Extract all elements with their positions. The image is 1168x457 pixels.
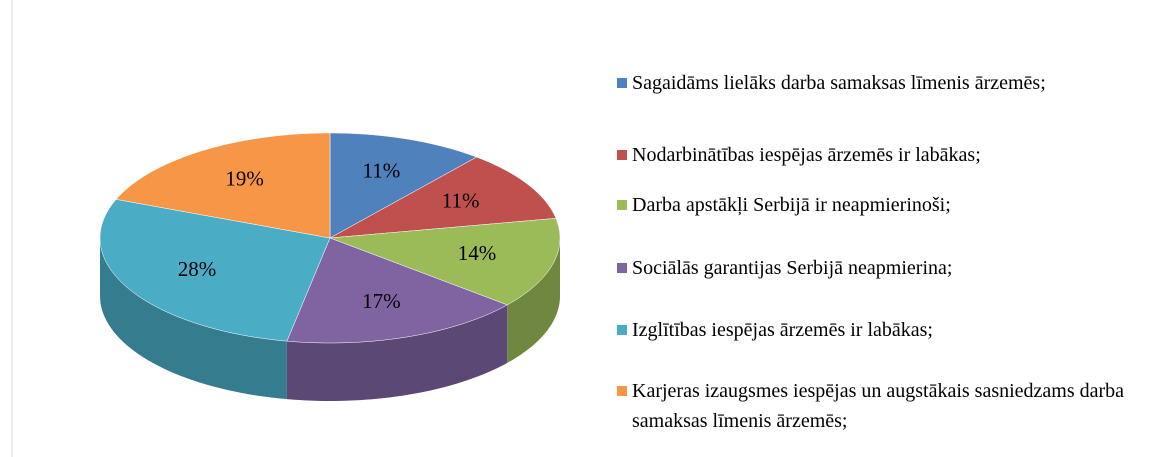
legend-swatch xyxy=(617,200,627,210)
legend-label: Darba apstākļi Serbijā ir neapmierinoši; xyxy=(632,194,951,216)
legend-label: Sagaidāms lielāks darba samaksas līmenis… xyxy=(632,72,1046,94)
data-label: 11% xyxy=(363,159,401,183)
legend-swatch xyxy=(617,263,627,273)
slice-top xyxy=(329,156,557,239)
legend-label: Karjeras izaugsmes iespējas un augstākai… xyxy=(632,380,1125,432)
legend-label: Sociālās garantijas Serbijā neapmierina; xyxy=(632,257,953,279)
data-label: 28% xyxy=(178,257,217,281)
legend-label: Nodarbinātības iespējas ārzemēs ir labāk… xyxy=(632,144,981,166)
data-label: 19% xyxy=(225,166,264,190)
slice-side xyxy=(507,238,560,363)
slice xyxy=(329,218,561,363)
data-label: 17% xyxy=(362,289,401,313)
legend-swatch xyxy=(617,78,627,88)
slice-side xyxy=(100,238,287,400)
legend-swatch xyxy=(617,386,627,396)
chart: 11% 11% 14% 17% 28% 19% xyxy=(11,0,561,457)
legend-swatch xyxy=(617,325,627,335)
slice xyxy=(329,132,478,239)
slice xyxy=(329,156,557,239)
legend-item: Sociālās garantijas Serbijā neapmierina; xyxy=(617,253,1157,283)
slice-top xyxy=(329,132,478,239)
slice xyxy=(286,237,508,401)
slice-top xyxy=(286,237,508,344)
slice-side xyxy=(286,304,508,401)
data-label: 11% xyxy=(442,189,480,213)
legend-item: Karjeras izaugsmes iespējas un augstākai… xyxy=(617,376,1157,436)
data-label: 14% xyxy=(458,241,497,265)
legend-item: Nodarbinātības iespējas ārzemēs ir labāk… xyxy=(617,140,1157,170)
legend-item: Izglītības iespējas ārzemēs ir labākas; xyxy=(617,315,1157,345)
slice xyxy=(99,199,331,400)
legend-item: Darba apstākļi Serbijā ir neapmierinoši; xyxy=(617,190,1157,220)
slice-top xyxy=(329,218,561,306)
slice xyxy=(115,132,331,239)
legend-swatch xyxy=(617,150,627,160)
legend-label: Izglītības iespējas ārzemēs ir labākas; xyxy=(632,319,933,341)
slice-top xyxy=(99,199,331,342)
legend-item: Sagaidāms lielāks darba samaksas līmenis… xyxy=(617,68,1157,98)
slice-top xyxy=(115,132,331,239)
